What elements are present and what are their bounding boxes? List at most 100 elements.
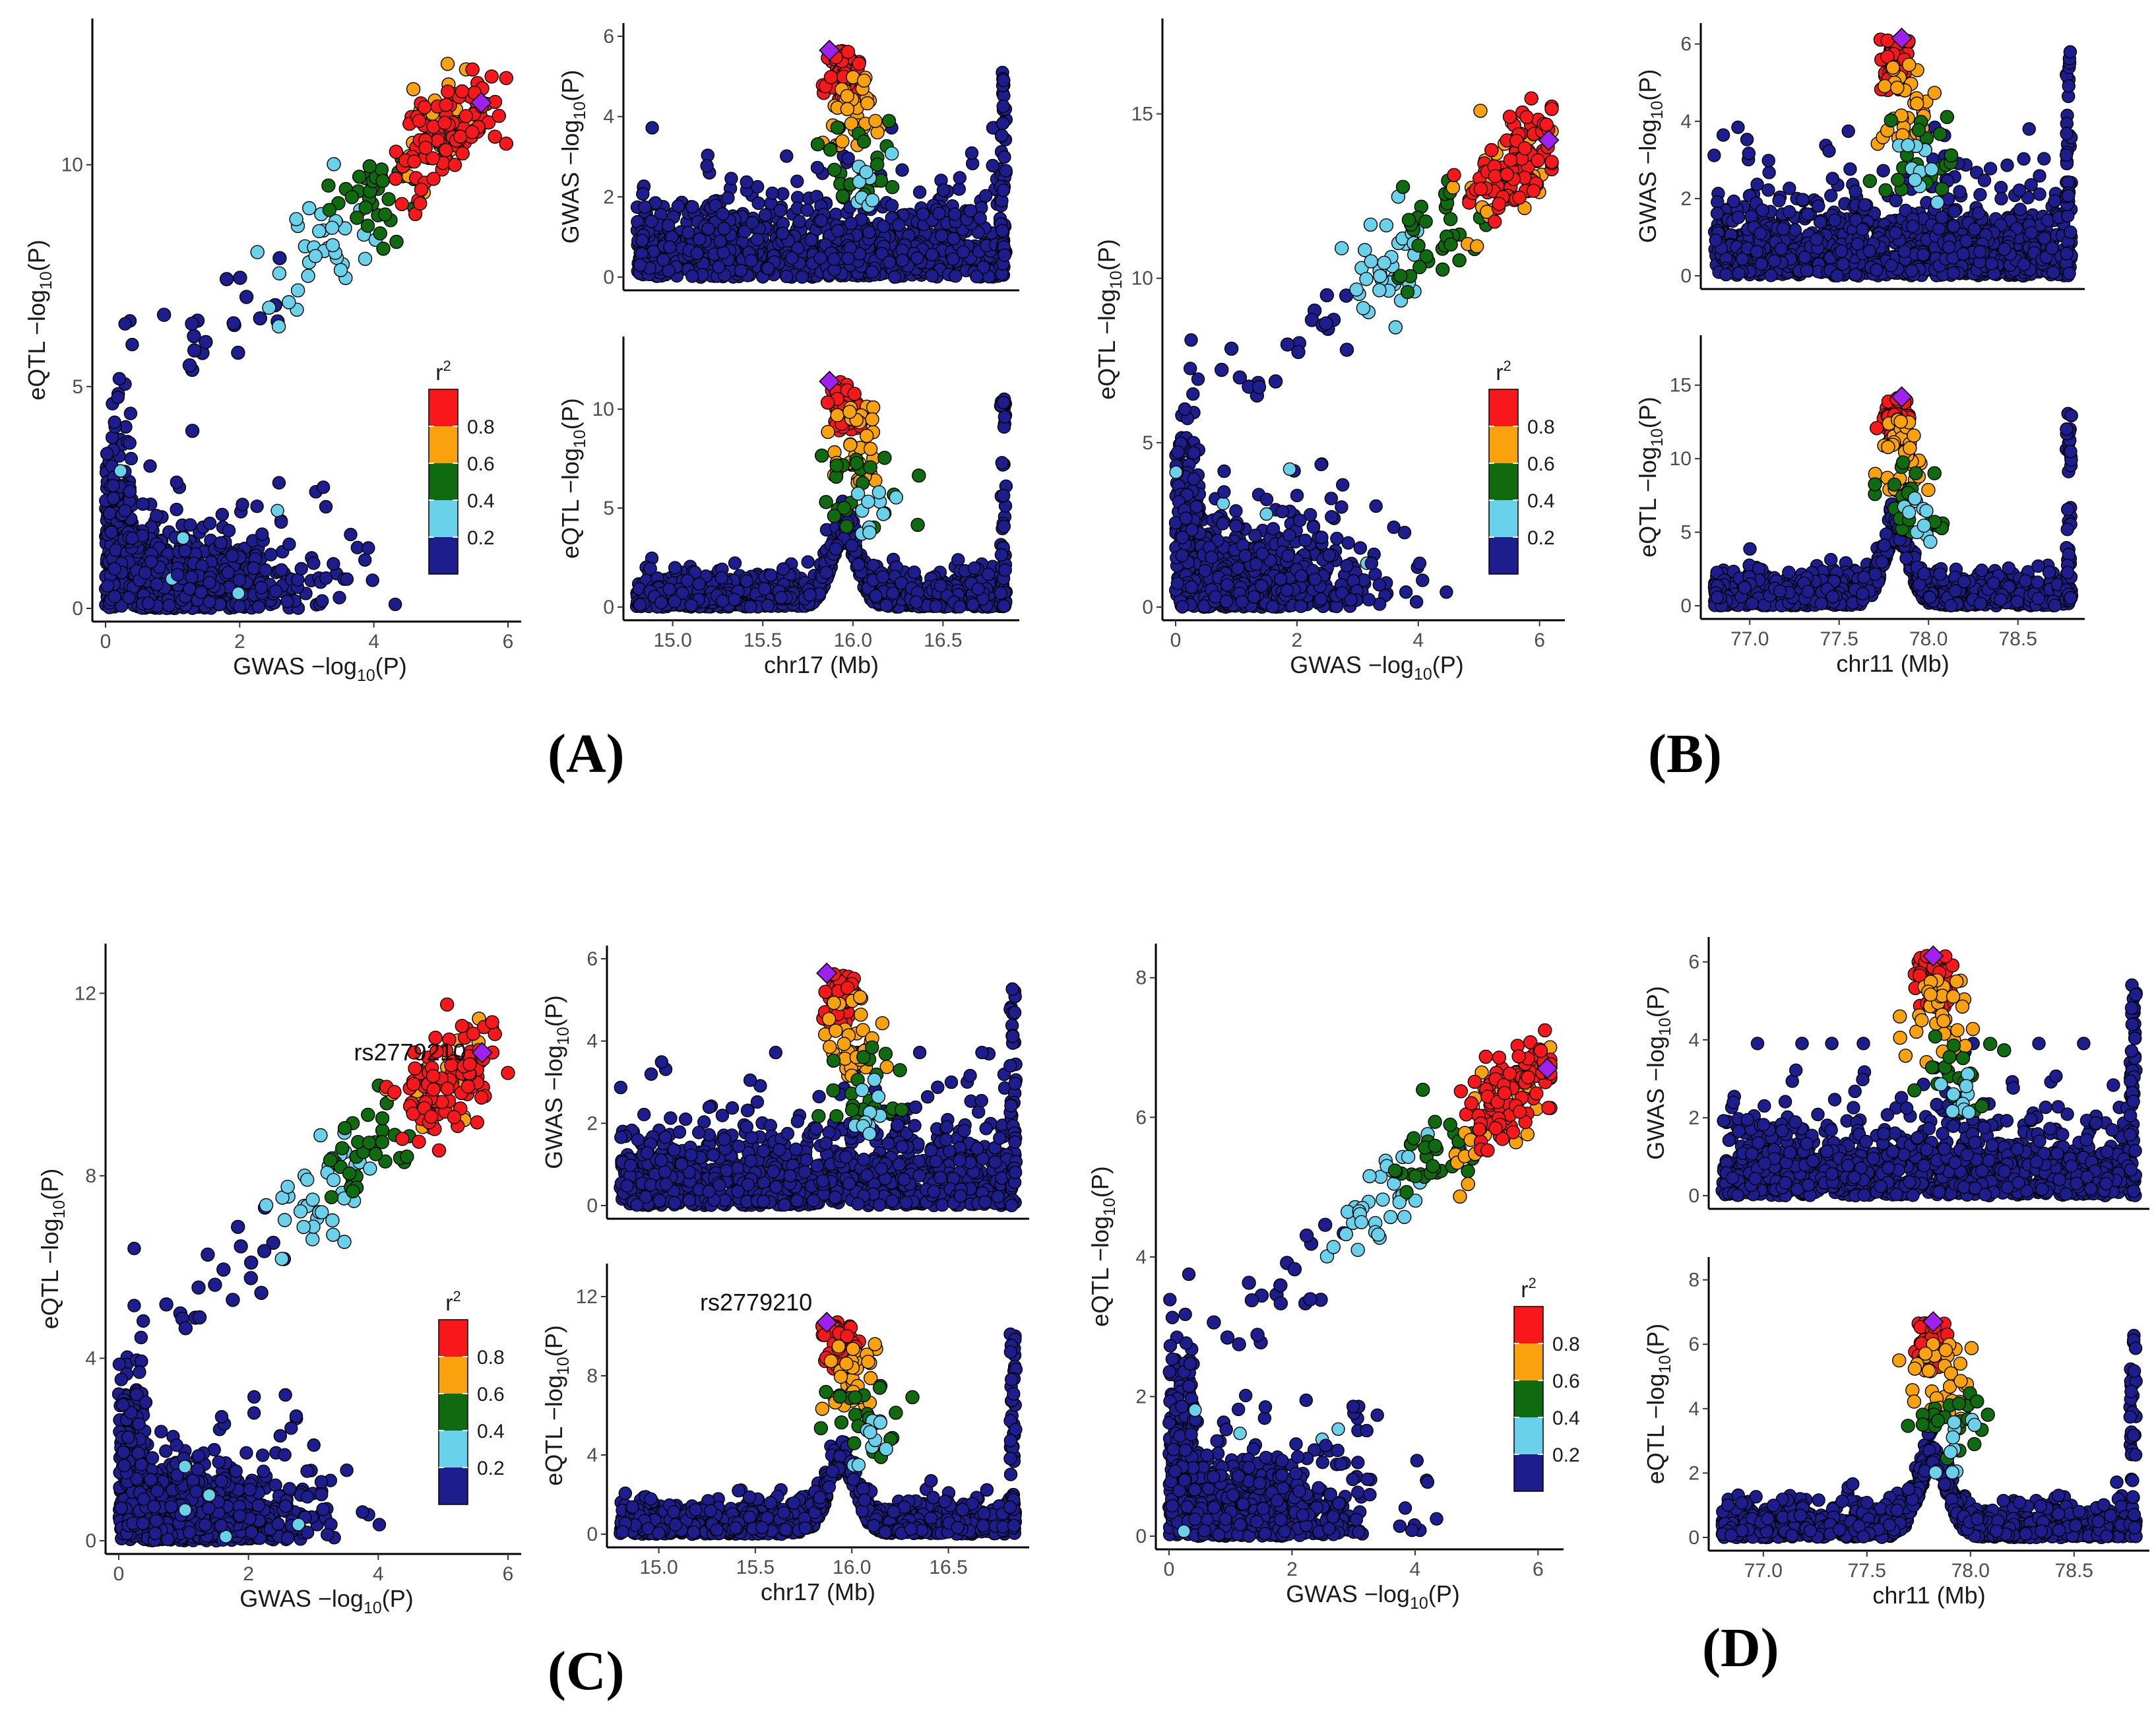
snp-point [784, 251, 799, 265]
snp-point [1248, 529, 1262, 542]
snp-point [1362, 593, 1376, 606]
snp-point [302, 201, 317, 216]
y-tick-label: 6 [603, 26, 614, 48]
snp-point [231, 345, 245, 360]
y-axis-title: GWAS −log10(P) [557, 70, 589, 244]
snp-point [986, 158, 999, 173]
snp-point [1178, 402, 1192, 416]
snp-point [406, 82, 421, 96]
snp-point [997, 73, 1011, 88]
snp-point [1492, 197, 1506, 211]
snp-point [861, 494, 875, 509]
snp-point [269, 584, 283, 598]
y-axis-title: eQTL −log10(P) [557, 398, 589, 559]
snp-point [1169, 465, 1183, 479]
snp-point [750, 232, 765, 247]
snp-point [790, 174, 804, 188]
snp-point [668, 595, 682, 608]
snp-point [327, 557, 340, 571]
snp-point [1334, 241, 1349, 255]
snp-point [823, 70, 839, 84]
snp-point [751, 196, 765, 210]
snp-point [144, 555, 158, 569]
legend-tick-label: 0.2 [1527, 527, 1555, 549]
snp-point [352, 170, 367, 184]
snp-point [156, 307, 172, 322]
snp-point [274, 515, 288, 529]
x-tick-label: 4 [368, 631, 379, 653]
snp-point [1503, 152, 1518, 168]
snp-point [499, 71, 513, 86]
snp-point [1189, 500, 1204, 514]
snp-point [1349, 282, 1364, 297]
snp-point [645, 121, 659, 135]
snp-point [362, 159, 377, 174]
snp-point [654, 595, 668, 610]
snp-point [417, 100, 432, 115]
snp-point [1294, 599, 1308, 613]
snp-point [1273, 572, 1288, 586]
snp-point [1280, 583, 1294, 597]
snp-point [882, 255, 897, 269]
snp-point [455, 84, 470, 99]
y-tick-label: 10 [61, 154, 83, 176]
x-tick-label: 15.0 [653, 630, 691, 651]
snp-point [194, 585, 208, 599]
snp-point [125, 531, 139, 545]
snp-point [1187, 472, 1201, 486]
snp-point [1469, 239, 1484, 253]
snp-point [1238, 549, 1252, 563]
snp-point [1500, 167, 1515, 181]
x-tick-label: 6 [503, 631, 514, 653]
snp-point [389, 234, 404, 249]
snp-point [813, 251, 827, 265]
snp-point [885, 199, 899, 212]
snp-point [981, 567, 996, 581]
snp-point [745, 216, 759, 230]
y-tick-label: 4 [603, 106, 614, 128]
snp-point [1412, 556, 1427, 570]
snp-point [912, 185, 927, 199]
legend-color-bin [1489, 500, 1518, 537]
snp-point [1539, 117, 1554, 132]
snp-point [381, 192, 396, 207]
legend-color-bin [1489, 537, 1518, 574]
snp-point [886, 586, 900, 600]
snp-point [1229, 519, 1243, 533]
snp-point [916, 207, 930, 221]
snp-point [925, 247, 939, 261]
snp-point [378, 207, 393, 222]
snp-point [1356, 301, 1371, 315]
legend-tick-label: 0.4 [467, 490, 495, 512]
snp-point [774, 591, 788, 604]
snp-point [877, 451, 892, 465]
snp-point [963, 204, 978, 218]
snp-point [895, 163, 909, 177]
snp-point [1229, 504, 1243, 518]
snp-point [995, 129, 1009, 143]
snp-point [1340, 559, 1354, 573]
snp-point [863, 460, 877, 474]
snp-point [840, 88, 854, 104]
snp-point [1184, 333, 1198, 347]
snp-point [123, 406, 138, 420]
snp-point [122, 591, 136, 604]
snp-point [1400, 284, 1415, 300]
snp-point [199, 335, 213, 349]
snp-point [1409, 595, 1424, 609]
snp-point [744, 253, 758, 268]
y-tick-label: 0 [1142, 597, 1153, 618]
snp-point [740, 574, 754, 588]
snp-point [100, 447, 114, 461]
snp-point [685, 269, 699, 283]
snp-point [108, 590, 122, 604]
snp-point [1175, 548, 1189, 562]
snp-point [951, 553, 965, 567]
snp-point [233, 271, 247, 285]
snp-point [869, 589, 883, 603]
y-axis-title: eQTL −log10(P) [1093, 239, 1126, 400]
snp-point [780, 149, 794, 163]
snp-point [773, 203, 788, 218]
snp-point [866, 400, 881, 415]
